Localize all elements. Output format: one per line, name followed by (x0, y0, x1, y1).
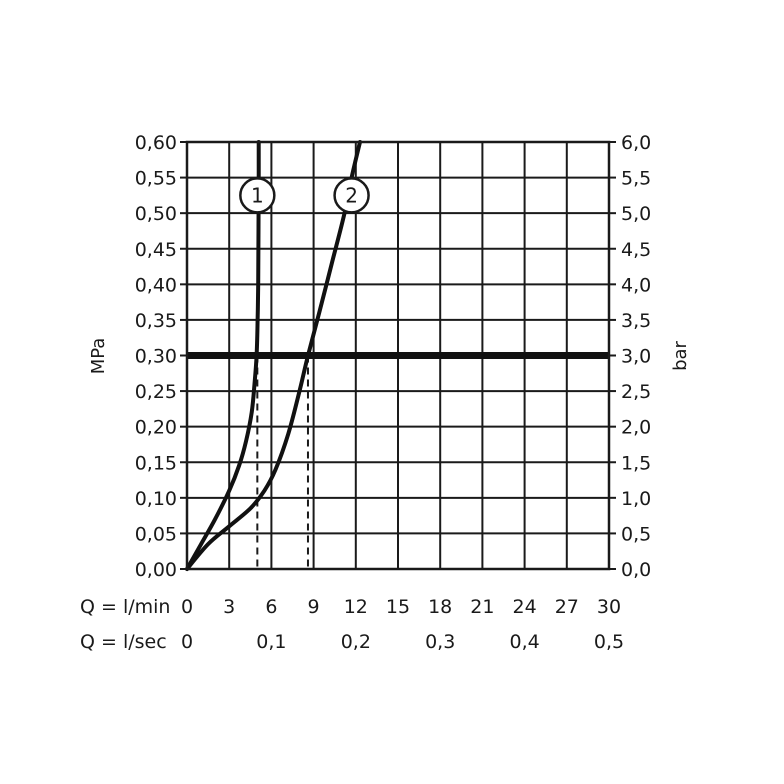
y-right-tick-label: 5,0 (621, 203, 651, 225)
y-right-tick-label: 4,5 (621, 239, 651, 261)
x-axis-label-lps: Q = l/sec (80, 631, 167, 653)
series-line-1 (185, 140, 261, 571)
x-tick-label-lps: 0,4 (509, 631, 539, 653)
y-left-tick-label: 0,40 (135, 274, 177, 296)
x-tick-label-lpm: 30 (597, 596, 621, 618)
y-axis-right-title: bar (670, 340, 691, 370)
y-left-tick-label: 0,05 (135, 523, 177, 545)
curve-label-circle-2 (333, 177, 370, 214)
y-right-tick-label: 2,0 (621, 417, 651, 439)
curve-label-2: 2 (345, 183, 358, 207)
y-right-tick-label: 1,0 (621, 488, 651, 510)
y-left-tick-label: 0,50 (135, 203, 177, 225)
series-line-2 (185, 140, 362, 571)
x-tick-label-lps: 0 (181, 631, 193, 653)
x-tick-label-lpm: 12 (344, 596, 368, 618)
y-right-tick-label: 0,5 (621, 523, 651, 545)
y-left-tick-label: 0,10 (135, 488, 177, 510)
x-tick-label-lpm: 3 (223, 596, 235, 618)
x-tick-label-lpm: 21 (470, 596, 494, 618)
y-left-tick-label: 0,60 (135, 132, 177, 154)
y-left-tick-label: 0,20 (135, 417, 177, 439)
x-tick-label-lpm: 9 (308, 596, 320, 618)
x-tick-label-lpm: 24 (513, 596, 537, 618)
x-tick-label-lpm: 15 (386, 596, 410, 618)
y-left-tick-label: 0,25 (135, 381, 177, 403)
y-axis-left-title: MPa (88, 338, 109, 375)
tick-labels: 0,000,050,100,150,200,250,300,350,400,45… (135, 132, 652, 653)
x-tick-label-lps: 0,5 (594, 631, 624, 653)
x-tick-label-lpm: 27 (555, 596, 579, 618)
y-left-tick-label: 0,00 (135, 559, 177, 581)
y-right-tick-label: 0,0 (621, 559, 651, 581)
series-lines (185, 140, 362, 571)
x-tick-label-lps: 0,2 (341, 631, 371, 653)
y-right-tick-label: 3,5 (621, 310, 651, 332)
x-tick-label-lps: 0,3 (425, 631, 455, 653)
y-left-tick-label: 0,30 (135, 346, 177, 368)
y-right-tick-label: 3,0 (621, 346, 651, 368)
x-tick-label-lpm: 18 (428, 596, 452, 618)
y-right-tick-label: 1,5 (621, 452, 651, 474)
curve-label-1: 1 (251, 183, 264, 207)
y-left-tick-label: 0,55 (135, 168, 177, 190)
x-tick-label-lps: 0,1 (256, 631, 286, 653)
y-left-tick-label: 0,35 (135, 310, 177, 332)
y-left-tick-label: 0,15 (135, 452, 177, 474)
x-axis-label-lpm: Q = l/min (80, 596, 170, 618)
curve-label-circle-1 (239, 177, 276, 214)
x-tick-label-lpm: 6 (265, 596, 277, 618)
x-tick-label-lpm: 0 (181, 596, 193, 618)
y-right-tick-label: 6,0 (621, 132, 651, 154)
y-left-tick-label: 0,45 (135, 239, 177, 261)
y-right-tick-label: 2,5 (621, 381, 651, 403)
y-right-tick-label: 5,5 (621, 168, 651, 190)
y-right-tick-label: 4,0 (621, 274, 651, 296)
plot-frame (180, 140, 616, 571)
